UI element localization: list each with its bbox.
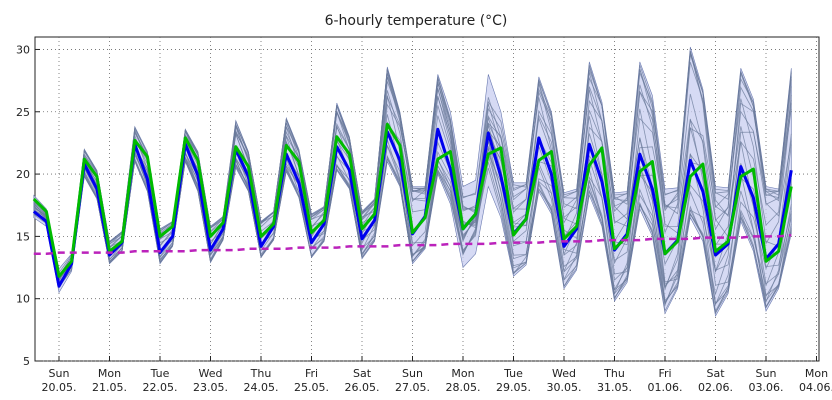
y-tick-label: 30 [16, 43, 30, 56]
x-tick-date: 31.05. [597, 381, 632, 394]
x-tick-date: 24.05. [244, 381, 279, 394]
x-tick-day: Thu [603, 367, 625, 380]
y-tick-label: 10 [16, 293, 30, 306]
x-tick-date: 22.05. [143, 381, 178, 394]
x-tick-day: Sun [402, 367, 423, 380]
x-tick-date: 04.06. [799, 381, 832, 394]
x-tick-date: 29.05. [496, 381, 531, 394]
x-tick-day: Sun [756, 367, 777, 380]
chart-title: 6-hourly temperature (°C) [325, 13, 508, 29]
y-tick-label: 25 [16, 106, 30, 119]
x-tick-day: Mon [805, 367, 828, 380]
x-tick-date: 21.05. [92, 381, 127, 394]
x-axis-ticks: Sun20.05.Mon21.05.Tue22.05.Wed23.05.Thu2… [42, 356, 832, 394]
y-axis-ticks: 5 10 15 20 25 30 [16, 43, 40, 368]
x-tick-day: Wed [199, 367, 223, 380]
x-tick-date: 23.05. [193, 381, 228, 394]
x-tick-date: 25.05. [294, 381, 329, 394]
x-tick-day: Wed [552, 367, 576, 380]
x-tick-day: Mon [451, 367, 474, 380]
climate-series-line [33, 233, 792, 256]
ensemble-member-line [33, 72, 792, 306]
x-tick-date: 26.05. [345, 381, 380, 394]
x-tick-day: Sat [706, 367, 725, 380]
x-tick-day: Fri [658, 367, 671, 380]
control-series-line [32, 122, 793, 278]
x-tick-date: 20.05. [42, 381, 77, 394]
x-tick-date: 03.06. [749, 381, 784, 394]
y-tick-label: 5 [23, 355, 30, 368]
x-tick-day: Tue [150, 367, 170, 380]
y-tick-label: 20 [16, 168, 30, 181]
x-tick-date: 02.06. [698, 381, 733, 394]
x-tick-day: Tue [503, 367, 523, 380]
x-tick-date: 28.05. [446, 381, 481, 394]
y-tick-label: 15 [16, 230, 30, 243]
x-tick-day: Mon [98, 367, 121, 380]
x-tick-day: Sat [353, 367, 372, 380]
x-tick-day: Thu [250, 367, 272, 380]
x-tick-date: 27.05. [395, 381, 430, 394]
x-tick-date: 30.05. [547, 381, 582, 394]
x-tick-date: 01.06. [648, 381, 683, 394]
x-tick-day: Sun [49, 367, 70, 380]
x-tick-day: Fri [305, 367, 318, 380]
series-lines [32, 122, 793, 288]
